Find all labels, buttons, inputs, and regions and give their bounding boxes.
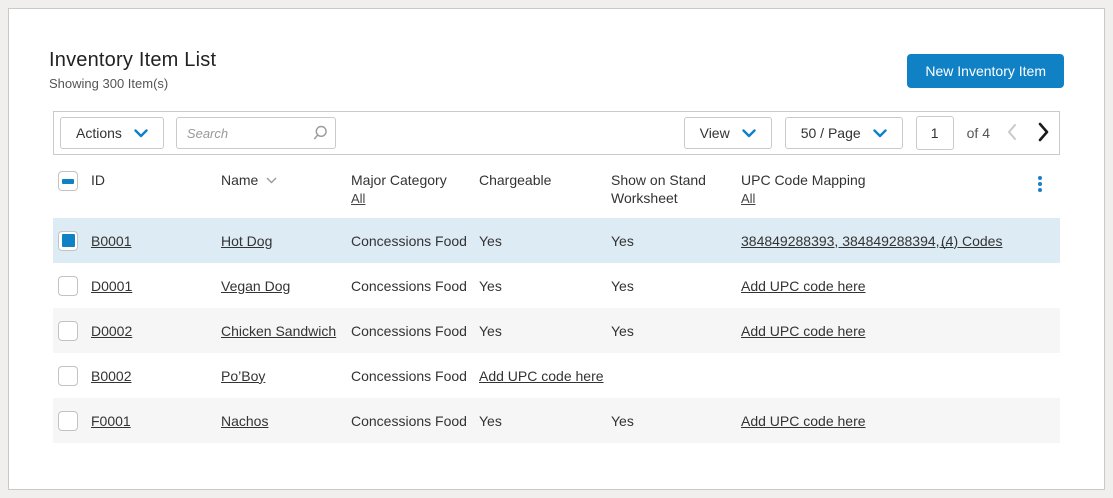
- table-row: F0001 Nachos Concessions Food Yes Yes Ad…: [53, 398, 1060, 443]
- item-id-link[interactable]: D0001: [91, 277, 133, 294]
- upc-mapping-link[interactable]: Add UPC code here: [741, 277, 866, 294]
- chevron-right-icon: [1036, 121, 1051, 146]
- chevron-left-icon: [1005, 122, 1019, 145]
- column-header-chargeable: Chargeable: [479, 172, 552, 188]
- column-header-show-on-stand: Show on Stand Worksheet: [611, 172, 706, 206]
- column-header-name[interactable]: Name: [221, 171, 351, 189]
- column-header-upc-mapping: UPC Code Mapping All: [741, 171, 941, 208]
- item-id-link[interactable]: D0002: [91, 322, 133, 339]
- actions-label: Actions: [76, 125, 122, 141]
- sort-chevron-icon: [266, 171, 277, 187]
- new-inventory-item-button[interactable]: New Inventory Item: [907, 54, 1064, 88]
- table-toolbar: Actions View 50 / Page: [53, 111, 1060, 155]
- per-page-label: 50 / Page: [800, 125, 861, 141]
- show-on-stand-value: Yes: [611, 232, 634, 249]
- upc-mapping-link[interactable]: 384849288393, 384849288394,…: [741, 232, 954, 249]
- next-page-button[interactable]: [1034, 119, 1053, 148]
- header-menu-cell: [1020, 171, 1060, 195]
- previous-page-button[interactable]: [1003, 120, 1021, 147]
- row-checkbox[interactable]: [58, 365, 78, 386]
- row-checkbox-cell: [53, 320, 91, 341]
- major-category-label: Major Category: [351, 172, 447, 188]
- page-number-input[interactable]: [915, 116, 954, 150]
- table-row: B0002 Po’Boy Concessions Food Add UPC co…: [53, 353, 1060, 398]
- search-wrap: [175, 117, 336, 149]
- show-on-stand-value: Yes: [611, 322, 634, 339]
- row-checkbox-cell: [53, 230, 91, 251]
- row-checkbox[interactable]: [58, 230, 78, 251]
- item-name-link[interactable]: Vegan Dog: [221, 277, 291, 294]
- show-on-stand-value: Yes: [611, 277, 634, 294]
- chargeable-value: Yes: [479, 277, 502, 294]
- item-name-link[interactable]: Hot Dog: [221, 232, 273, 249]
- chargeable-value: Yes: [479, 232, 502, 249]
- chevron-down-icon: [742, 125, 756, 141]
- search-icon: [312, 125, 328, 146]
- table-body: B0001 Hot Dog Concessions Food Yes Yes 3…: [53, 218, 1060, 443]
- actions-dropdown[interactable]: Actions: [60, 117, 164, 149]
- row-checkbox-cell: [53, 275, 91, 296]
- toolbar-left: Actions: [60, 117, 336, 149]
- upc-mapping-link[interactable]: Add UPC code here: [741, 412, 866, 429]
- major-category-value: Concessions Food: [351, 367, 467, 384]
- upc-filter-link[interactable]: All: [741, 191, 756, 206]
- row-checkbox-cell: [53, 410, 91, 431]
- codes-count-link[interactable]: (4) Codes: [941, 232, 1003, 249]
- page-header: Inventory Item List Showing 300 Item(s) …: [9, 9, 1104, 91]
- chargeable-value: Yes: [479, 322, 502, 339]
- table-row: D0002 Chicken Sandwich Concessions Food …: [53, 308, 1060, 353]
- major-category-value: Concessions Food: [351, 412, 467, 429]
- major-category-value: Concessions Food: [351, 277, 467, 294]
- table-row: D0001 Vegan Dog Concessions Food Yes Yes…: [53, 263, 1060, 308]
- inventory-card: Inventory Item List Showing 300 Item(s) …: [8, 8, 1105, 490]
- page-count-label: of 4: [966, 125, 990, 141]
- select-all-checkbox[interactable]: [58, 171, 78, 191]
- upc-mapping-link[interactable]: Add UPC code here: [741, 322, 866, 339]
- upc-mapping-link[interactable]: Add UPC code here: [479, 367, 604, 384]
- major-category-value: Concessions Food: [351, 232, 467, 249]
- column-header-major-category: Major Category All: [351, 171, 479, 208]
- major-category-filter-link[interactable]: All: [351, 191, 366, 206]
- toolbar-right: View 50 / Page of 4: [683, 116, 1053, 150]
- chevron-down-icon: [134, 125, 148, 141]
- item-id-link[interactable]: B0001: [91, 232, 132, 249]
- item-name-link[interactable]: Nachos: [221, 412, 269, 429]
- column-header-id[interactable]: ID: [91, 172, 105, 188]
- item-name-link[interactable]: Po’Boy: [221, 367, 266, 384]
- row-checkbox[interactable]: [58, 275, 78, 296]
- row-checkbox[interactable]: [58, 410, 78, 431]
- per-page-dropdown[interactable]: 50 / Page: [784, 117, 903, 149]
- show-on-stand-value: Yes: [611, 412, 634, 429]
- item-name-link[interactable]: Chicken Sandwich: [221, 322, 337, 339]
- view-label: View: [699, 125, 730, 141]
- header-checkbox-cell: [53, 171, 91, 191]
- search-input[interactable]: [175, 117, 336, 149]
- table-row: B0001 Hot Dog Concessions Food Yes Yes 3…: [53, 218, 1060, 263]
- page-title: Inventory Item List: [49, 49, 217, 71]
- item-id-link[interactable]: B0002: [91, 367, 132, 384]
- row-checkbox[interactable]: [58, 320, 78, 341]
- chevron-down-icon: [872, 125, 887, 141]
- name-header-label: Name: [221, 172, 259, 188]
- major-category-value: Concessions Food: [351, 322, 467, 339]
- chargeable-value: Yes: [479, 412, 502, 429]
- item-id-link[interactable]: F0001: [91, 412, 131, 429]
- item-count: Showing 300 Item(s): [49, 76, 169, 91]
- kebab-menu-icon[interactable]: [1035, 173, 1045, 195]
- title-block: Inventory Item List Showing 300 Item(s): [49, 49, 216, 91]
- upc-mapping-label: UPC Code Mapping: [741, 172, 866, 188]
- row-checkbox-cell: [53, 365, 91, 386]
- table-header-row: ID Name Major Category All Chargeable Sh…: [53, 155, 1060, 218]
- inventory-table: ID Name Major Category All Chargeable Sh…: [53, 155, 1060, 443]
- view-dropdown[interactable]: View: [683, 117, 772, 149]
